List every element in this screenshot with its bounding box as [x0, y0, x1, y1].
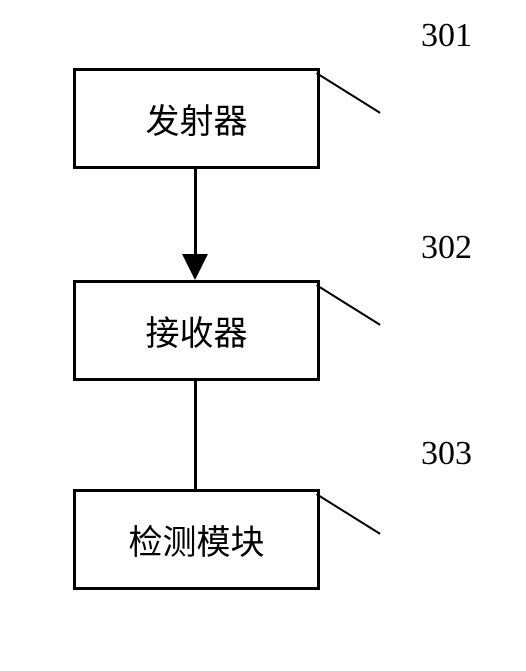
node-detection-module-label: 检测模块: [129, 515, 265, 564]
node-detection-module: 检测模块: [73, 489, 320, 590]
node-receiver-ref: 302: [421, 229, 472, 267]
leader-line: [316, 284, 381, 325]
edge-transmitter-to-receiver: [194, 169, 197, 254]
arrowhead-icon: [182, 254, 208, 280]
node-transmitter: 发射器: [73, 68, 320, 169]
node-detection-module-ref: 303: [421, 435, 472, 473]
leader-line: [316, 72, 381, 113]
diagram-canvas: 发射器 301 接收器 302 检测模块 303: [0, 0, 526, 671]
node-receiver: 接收器: [73, 280, 320, 381]
node-transmitter-ref: 301: [421, 17, 472, 55]
node-transmitter-label: 发射器: [146, 94, 248, 143]
edge-receiver-to-detection: [194, 381, 197, 489]
leader-line: [316, 493, 381, 534]
node-receiver-label: 接收器: [146, 306, 248, 355]
